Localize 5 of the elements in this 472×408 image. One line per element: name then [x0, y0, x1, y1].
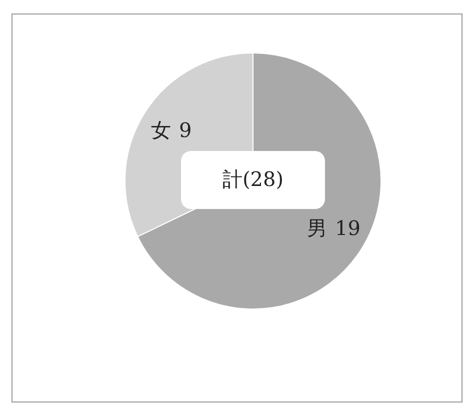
text: 計(28) — [222, 167, 284, 192]
data-label: 19 — [335, 216, 360, 240]
slice-label: 女 — [150, 118, 171, 142]
data-label: 9 — [178, 118, 192, 142]
slice-label: 男 — [307, 216, 328, 240]
